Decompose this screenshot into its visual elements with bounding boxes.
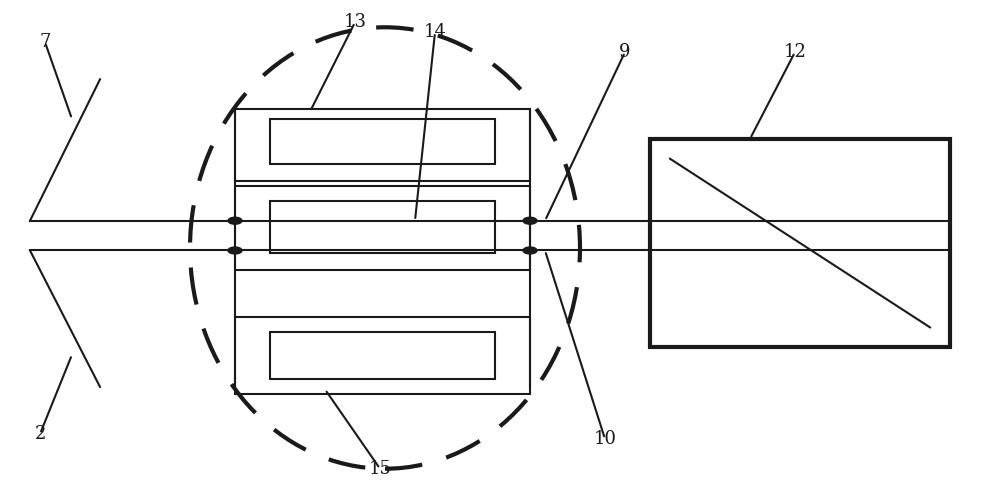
Text: 10: 10 [594,430,616,448]
Bar [270,119,495,164]
Bar [270,332,495,379]
Circle shape [228,247,242,254]
Text: 13: 13 [344,13,366,31]
Text: 12: 12 [784,43,806,61]
Circle shape [523,217,537,224]
Text: 9: 9 [619,43,631,61]
Text: 15: 15 [369,460,391,478]
Circle shape [523,247,537,254]
Text: 14: 14 [424,23,446,41]
Bar [235,186,530,270]
Circle shape [228,217,242,224]
Text: 7: 7 [39,33,51,51]
Bar [235,317,530,394]
Text: 2: 2 [34,425,46,443]
Bar [270,201,495,253]
Bar [235,109,530,181]
Bar [650,139,950,347]
